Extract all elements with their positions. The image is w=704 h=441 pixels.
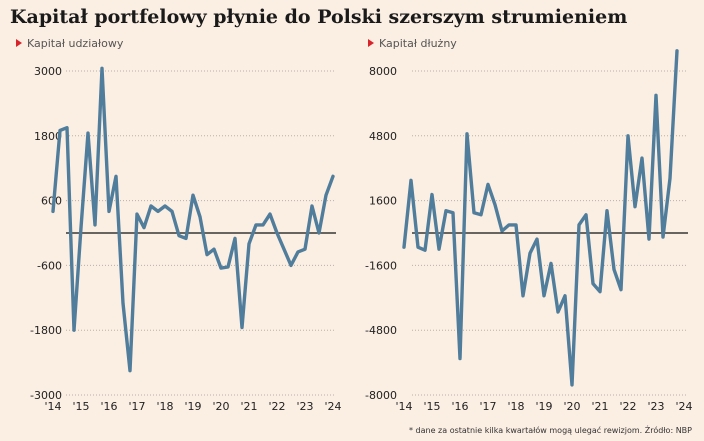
x-tick-label: '18 bbox=[156, 400, 173, 413]
x-tick-label: '19 bbox=[535, 400, 552, 413]
left-chart-label-text: Kapitał udziałowy bbox=[27, 37, 124, 50]
x-tick-label: '15 bbox=[423, 400, 440, 413]
y-tick-label: -600 bbox=[37, 259, 62, 272]
x-tick-label: '18 bbox=[507, 400, 524, 413]
red-triangle-icon bbox=[368, 39, 374, 47]
y-tick-label: -1800 bbox=[30, 324, 62, 337]
y-tick-label: -8000 bbox=[365, 389, 397, 402]
x-tick-label: '14 bbox=[395, 400, 412, 413]
x-tick-label: '23 bbox=[296, 400, 313, 413]
y-tick-label: 1800 bbox=[34, 130, 62, 143]
right-chart-label: Kapitał dłużny bbox=[368, 37, 457, 50]
footnote: * dane za ostatnie kilka kwartałów mogą … bbox=[409, 426, 692, 435]
x-tick-label: '17 bbox=[128, 400, 145, 413]
x-tick-label: '24 bbox=[675, 400, 692, 413]
x-tick-label: '24 bbox=[324, 400, 341, 413]
right-chart-label-text: Kapitał dłużny bbox=[379, 37, 457, 50]
x-tick-label: '22 bbox=[619, 400, 636, 413]
y-tick-label: -1600 bbox=[365, 259, 397, 272]
red-triangle-icon bbox=[16, 39, 22, 47]
y-tick-label: 4800 bbox=[369, 130, 397, 143]
y-tick-label: 8000 bbox=[369, 65, 397, 78]
left-chart-label: Kapitał udziałowy bbox=[16, 37, 123, 50]
chart-title: Kapitał portfelowy płynie do Polski szer… bbox=[10, 6, 628, 28]
x-tick-label: '19 bbox=[184, 400, 201, 413]
x-tick-label: '15 bbox=[72, 400, 89, 413]
y-tick-label: -3000 bbox=[30, 389, 62, 402]
y-tick-label: -4800 bbox=[365, 324, 397, 337]
x-tick-label: '20 bbox=[212, 400, 229, 413]
y-tick-label: 1600 bbox=[369, 195, 397, 208]
x-tick-label: '16 bbox=[100, 400, 117, 413]
x-tick-label: '16 bbox=[451, 400, 468, 413]
y-tick-label: 3000 bbox=[34, 65, 62, 78]
series-line bbox=[402, 49, 679, 387]
x-tick-label: '14 bbox=[44, 400, 61, 413]
x-tick-label: '17 bbox=[479, 400, 496, 413]
x-tick-label: '21 bbox=[240, 400, 257, 413]
series-line bbox=[51, 66, 335, 373]
x-tick-label: '22 bbox=[268, 400, 285, 413]
x-tick-label: '21 bbox=[591, 400, 608, 413]
x-tick-label: '20 bbox=[563, 400, 580, 413]
x-tick-label: '23 bbox=[647, 400, 664, 413]
y-tick-label: 600 bbox=[41, 195, 62, 208]
